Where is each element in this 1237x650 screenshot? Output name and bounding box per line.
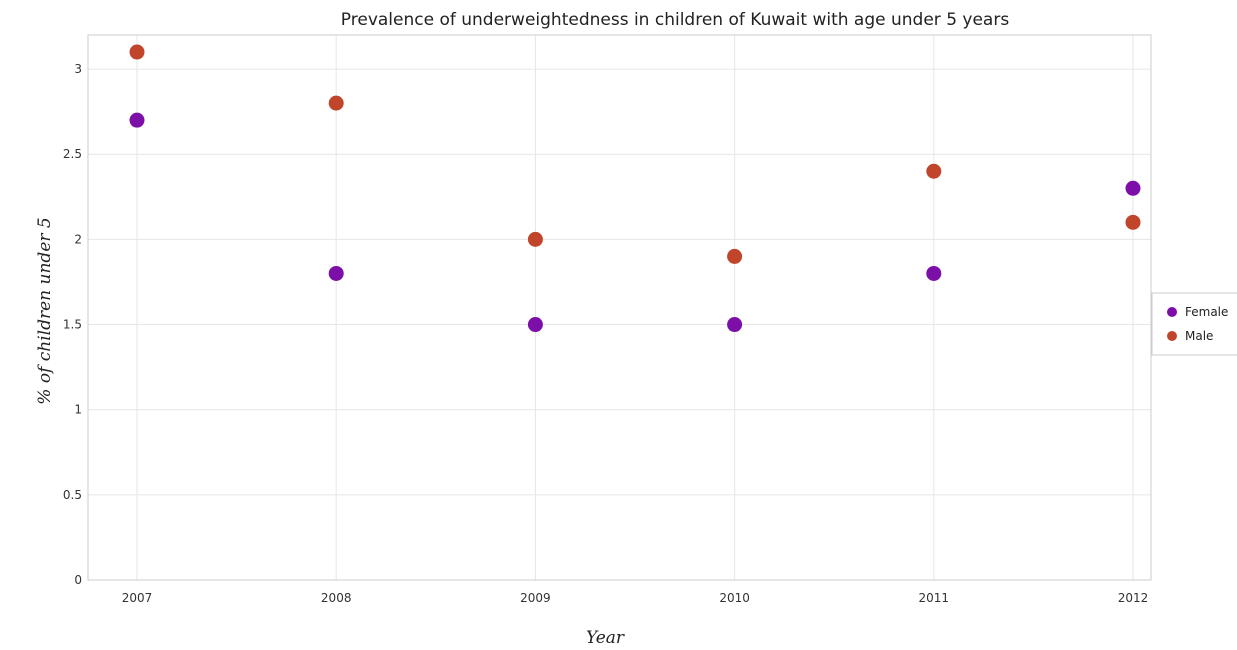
y-tick-label: 3	[74, 62, 82, 76]
data-point[interactable]	[926, 265, 942, 281]
x-tick-label: 2007	[122, 591, 153, 605]
legend-label: Male	[1185, 329, 1213, 343]
x-tick-label: 2012	[1118, 591, 1149, 605]
data-point[interactable]	[129, 112, 145, 128]
data-point[interactable]	[1125, 214, 1141, 230]
y-tick-label: 1.5	[63, 318, 82, 332]
data-point[interactable]	[727, 248, 743, 264]
legend-marker	[1167, 307, 1177, 317]
data-point[interactable]	[328, 95, 344, 111]
y-axis-ticks: 0 0.5 1 1.5 2 2.5 3	[63, 62, 82, 587]
y-axis-label: % of children under 5	[35, 217, 55, 404]
data-point[interactable]	[1125, 180, 1141, 196]
data-point[interactable]	[527, 317, 543, 333]
x-axis-ticks: 2007 2008 2009 2010 2011 2012	[122, 591, 1149, 605]
legend-box	[1151, 292, 1237, 356]
y-tick-label: 0	[74, 573, 82, 587]
x-tick-label: 2009	[520, 591, 551, 605]
chart-title: Prevalence of underweightedness in child…	[341, 10, 1010, 30]
data-points	[129, 44, 1141, 333]
data-point[interactable]	[727, 317, 743, 333]
plot-frame	[87, 34, 1152, 581]
data-point[interactable]	[926, 163, 942, 179]
y-tick-label: 0.5	[63, 488, 82, 502]
legend: Female Male	[1151, 292, 1237, 356]
data-point[interactable]	[527, 231, 543, 247]
data-point[interactable]	[129, 44, 145, 60]
y-tick-label: 2.5	[63, 147, 82, 161]
series-female	[129, 112, 1141, 333]
x-tick-label: 2011	[919, 591, 950, 605]
data-point[interactable]	[328, 265, 344, 281]
x-axis-label: Year	[586, 628, 625, 648]
series-male	[129, 44, 1141, 264]
x-tick-label: 2008	[321, 591, 352, 605]
y-tick-label: 1	[74, 403, 82, 417]
x-tick-label: 2010	[719, 591, 750, 605]
grid	[88, 35, 1151, 581]
legend-marker	[1167, 331, 1177, 341]
y-tick-label: 2	[74, 232, 82, 246]
legend-label: Female	[1185, 305, 1228, 319]
